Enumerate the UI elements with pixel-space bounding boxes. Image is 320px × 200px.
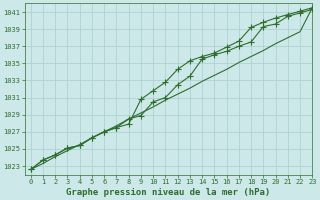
X-axis label: Graphe pression niveau de la mer (hPa): Graphe pression niveau de la mer (hPa) <box>66 188 271 197</box>
